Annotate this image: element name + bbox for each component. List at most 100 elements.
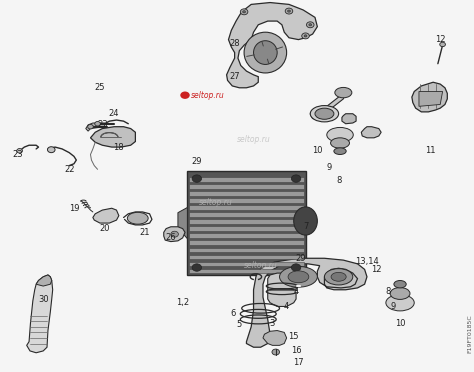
Circle shape — [304, 35, 307, 37]
Circle shape — [180, 92, 190, 99]
Text: 19: 19 — [69, 204, 79, 213]
Text: 8: 8 — [385, 287, 391, 296]
Polygon shape — [164, 227, 185, 241]
Text: 29: 29 — [296, 254, 306, 263]
Text: 25: 25 — [95, 83, 105, 92]
Text: 27: 27 — [229, 72, 240, 81]
Ellipse shape — [288, 271, 309, 283]
Text: 12: 12 — [371, 265, 382, 274]
Polygon shape — [361, 127, 381, 138]
Polygon shape — [36, 275, 52, 286]
Polygon shape — [342, 114, 356, 124]
Polygon shape — [178, 208, 187, 238]
Bar — [189, 191, 304, 196]
Text: 8: 8 — [336, 176, 341, 185]
Bar — [189, 198, 304, 203]
Ellipse shape — [314, 109, 325, 116]
Text: 17: 17 — [293, 357, 304, 366]
Ellipse shape — [315, 108, 334, 119]
Text: 15: 15 — [289, 331, 299, 341]
Ellipse shape — [327, 128, 353, 142]
Text: seltop.ru: seltop.ru — [244, 261, 277, 270]
Text: 16: 16 — [291, 346, 301, 355]
Polygon shape — [263, 331, 287, 345]
Bar — [189, 269, 304, 273]
Bar — [189, 205, 304, 210]
Text: 23: 23 — [12, 150, 23, 159]
Text: 5: 5 — [237, 321, 242, 330]
Text: 21: 21 — [139, 228, 150, 237]
Circle shape — [240, 9, 248, 15]
Bar — [189, 177, 304, 182]
Circle shape — [192, 175, 201, 182]
Ellipse shape — [244, 32, 287, 73]
Circle shape — [192, 264, 201, 271]
Ellipse shape — [310, 106, 338, 122]
Text: 10: 10 — [395, 319, 405, 328]
Text: 28: 28 — [229, 39, 240, 48]
Text: F19FT0185C: F19FT0185C — [467, 314, 473, 353]
Text: 4: 4 — [284, 302, 289, 311]
Bar — [189, 262, 304, 266]
Bar — [189, 240, 304, 245]
Polygon shape — [412, 82, 447, 112]
Ellipse shape — [334, 148, 346, 154]
Bar — [189, 212, 304, 217]
Text: 30: 30 — [38, 295, 48, 304]
Circle shape — [95, 122, 100, 126]
Polygon shape — [310, 110, 329, 119]
Ellipse shape — [280, 266, 318, 287]
Text: 20: 20 — [100, 224, 110, 233]
Polygon shape — [268, 273, 296, 307]
Circle shape — [285, 8, 293, 14]
Text: 26: 26 — [165, 233, 176, 243]
Circle shape — [440, 42, 446, 46]
Bar — [189, 247, 304, 252]
Text: seltop.ru: seltop.ru — [199, 198, 233, 207]
Ellipse shape — [294, 207, 318, 235]
Ellipse shape — [394, 280, 406, 288]
Text: 11: 11 — [426, 146, 436, 155]
Ellipse shape — [330, 138, 349, 148]
Circle shape — [302, 33, 310, 39]
Circle shape — [88, 125, 93, 129]
Circle shape — [272, 349, 280, 355]
Circle shape — [309, 24, 312, 26]
Bar — [189, 227, 304, 231]
Polygon shape — [187, 171, 306, 275]
Polygon shape — [227, 3, 318, 88]
Text: 24: 24 — [109, 109, 119, 118]
Circle shape — [288, 10, 291, 12]
Ellipse shape — [254, 41, 277, 64]
Text: seltop.ru: seltop.ru — [191, 91, 225, 100]
Bar — [189, 234, 304, 238]
Text: 6: 6 — [230, 310, 236, 318]
Text: 9: 9 — [327, 163, 332, 172]
Text: 18: 18 — [114, 142, 124, 151]
Polygon shape — [319, 93, 345, 115]
Bar — [189, 219, 304, 224]
Circle shape — [292, 175, 301, 182]
Ellipse shape — [324, 269, 353, 285]
Text: 3: 3 — [270, 319, 275, 328]
Text: 22: 22 — [64, 165, 74, 174]
Text: 10: 10 — [312, 146, 323, 155]
Circle shape — [171, 231, 178, 237]
Bar — [189, 254, 304, 259]
Polygon shape — [93, 208, 119, 223]
Text: 7: 7 — [303, 222, 308, 231]
Circle shape — [243, 11, 246, 13]
Text: 1,2: 1,2 — [176, 298, 189, 307]
Bar — [189, 184, 304, 189]
Circle shape — [307, 22, 314, 28]
Polygon shape — [27, 275, 53, 353]
Text: 4: 4 — [293, 287, 299, 296]
Text: 23: 23 — [97, 121, 108, 129]
Polygon shape — [419, 92, 443, 106]
Ellipse shape — [331, 272, 346, 281]
Text: seltop.ru: seltop.ru — [237, 135, 270, 144]
Text: 9: 9 — [390, 302, 396, 311]
Circle shape — [292, 264, 301, 271]
Polygon shape — [246, 258, 367, 347]
Circle shape — [17, 148, 22, 153]
